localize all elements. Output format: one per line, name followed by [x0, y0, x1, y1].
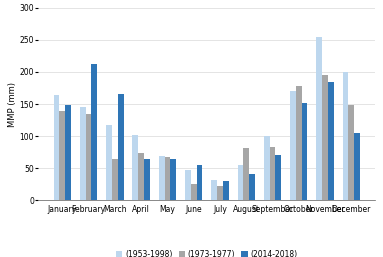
Bar — [138, 153, 144, 200]
Bar — [165, 157, 170, 200]
Bar — [112, 159, 118, 200]
Bar — [354, 133, 360, 200]
Bar — [59, 111, 65, 200]
Bar — [185, 170, 191, 200]
Bar — [316, 36, 322, 200]
Bar — [296, 86, 302, 200]
Bar — [302, 103, 308, 200]
Bar — [118, 94, 124, 200]
Bar — [343, 72, 349, 200]
Bar — [223, 181, 229, 200]
Bar — [92, 64, 97, 200]
Bar — [80, 107, 86, 200]
Bar — [86, 114, 92, 200]
Bar — [243, 148, 249, 200]
Bar — [211, 180, 217, 200]
Bar — [237, 165, 243, 200]
Bar — [106, 125, 112, 200]
Bar — [144, 159, 150, 200]
Bar — [264, 136, 270, 200]
Bar — [217, 186, 223, 200]
Bar — [54, 95, 59, 200]
Y-axis label: MMP (mm): MMP (mm) — [8, 81, 17, 127]
Bar — [328, 82, 334, 200]
Legend: (1953-1998), (1973-1977), (2014-2018): (1953-1998), (1973-1977), (2014-2018) — [113, 247, 301, 257]
Bar — [275, 155, 281, 200]
Bar — [349, 105, 354, 200]
Bar — [133, 135, 138, 200]
Bar — [290, 91, 296, 200]
Bar — [170, 159, 176, 200]
Bar — [270, 147, 275, 200]
Bar — [249, 174, 255, 200]
Bar — [159, 156, 165, 200]
Bar — [196, 165, 202, 200]
Bar — [191, 184, 196, 200]
Bar — [322, 75, 328, 200]
Bar — [65, 105, 71, 200]
